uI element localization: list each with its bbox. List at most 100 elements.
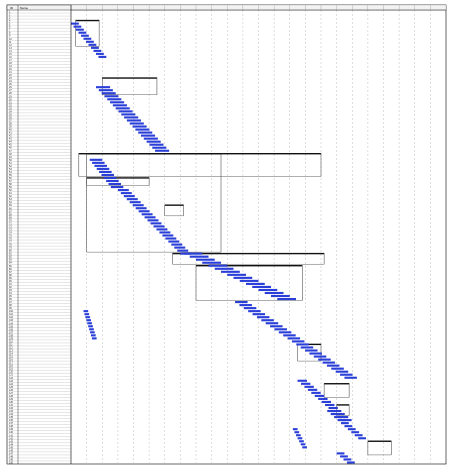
table-row[interactable]: 121 — [7, 374, 71, 377]
task-bar[interactable] — [110, 186, 124, 189]
table-row[interactable]: 16 — [7, 56, 71, 59]
task-bar[interactable] — [107, 98, 122, 101]
table-row[interactable]: 120 — [7, 371, 71, 374]
table-row[interactable]: 49 — [7, 156, 71, 159]
task-bar[interactable] — [292, 428, 298, 431]
task-bar[interactable] — [96, 86, 111, 89]
task-bar[interactable] — [291, 340, 305, 343]
table-row[interactable]: 70 — [7, 219, 71, 222]
task-bar[interactable] — [297, 437, 303, 440]
task-bar[interactable] — [71, 22, 79, 25]
table-row[interactable]: 30 — [7, 98, 71, 101]
task-bar[interactable] — [177, 249, 189, 252]
task-bar[interactable] — [296, 343, 309, 346]
task-bar[interactable] — [305, 349, 318, 352]
task-bar[interactable] — [121, 113, 136, 116]
task-bar[interactable] — [81, 34, 89, 37]
table-row[interactable]: 59 — [7, 186, 71, 189]
table-row[interactable]: 69 — [7, 216, 71, 219]
task-bar[interactable] — [135, 207, 147, 210]
task-bar[interactable] — [135, 128, 150, 131]
task-bar[interactable] — [189, 255, 209, 258]
task-bar[interactable] — [338, 416, 349, 419]
task-bar[interactable] — [277, 297, 296, 301]
table-row[interactable]: 52 — [7, 165, 71, 168]
table-row[interactable]: 100 — [7, 310, 71, 313]
task-bar[interactable] — [347, 428, 356, 431]
task-bar[interactable] — [311, 391, 321, 394]
task-bar[interactable] — [101, 92, 116, 95]
task-bar[interactable] — [202, 261, 221, 264]
task-bar[interactable] — [83, 310, 89, 313]
table-row[interactable]: 139 — [7, 428, 71, 431]
task-bar[interactable] — [89, 158, 103, 161]
table-row[interactable]: 71 — [7, 222, 71, 225]
table-row[interactable]: 140 — [7, 431, 71, 434]
table-row[interactable]: 80 — [7, 250, 71, 253]
table-row[interactable]: 14 — [7, 50, 71, 53]
task-bar[interactable] — [300, 443, 306, 446]
table-row[interactable]: 96 — [7, 298, 71, 301]
table-row[interactable]: 124 — [7, 383, 71, 386]
task-bar[interactable] — [270, 325, 283, 328]
task-bar[interactable] — [132, 125, 147, 128]
table-row[interactable]: 131 — [7, 404, 71, 407]
task-bar[interactable] — [296, 434, 301, 437]
table-row[interactable]: 95 — [7, 295, 71, 298]
task-bar[interactable] — [141, 134, 156, 137]
table-row[interactable]: 77 — [7, 241, 71, 244]
summary-bar[interactable] — [297, 343, 321, 346]
task-bar[interactable] — [328, 406, 338, 410]
task-bar[interactable] — [153, 225, 165, 228]
table-row[interactable]: 144 — [7, 443, 71, 446]
task-bar[interactable] — [86, 319, 91, 322]
task-bar[interactable] — [208, 264, 228, 267]
task-bar[interactable] — [335, 370, 349, 373]
table-row[interactable]: 2 — [7, 14, 71, 17]
table-row[interactable]: 27 — [7, 89, 71, 92]
table-row[interactable]: 73 — [7, 228, 71, 231]
task-bar[interactable] — [248, 310, 261, 313]
task-bar[interactable] — [78, 31, 87, 34]
task-bar[interactable] — [354, 434, 363, 437]
table-row[interactable]: 116 — [7, 359, 71, 362]
task-bar[interactable] — [86, 40, 94, 43]
table-row[interactable]: 35 — [7, 113, 71, 116]
summary-task[interactable] — [102, 77, 158, 95]
task-bar[interactable] — [302, 446, 307, 449]
task-bar[interactable] — [143, 137, 158, 140]
table-row[interactable]: 136 — [7, 419, 71, 422]
summary-task[interactable] — [86, 153, 222, 253]
task-bar[interactable] — [331, 409, 342, 413]
task-bar[interactable] — [340, 455, 348, 458]
table-row[interactable]: 38 — [7, 123, 71, 126]
table-row[interactable]: 1 — [7, 11, 71, 14]
table-row[interactable]: 83 — [7, 259, 71, 262]
task-bar[interactable] — [326, 364, 340, 367]
task-bar[interactable] — [283, 334, 296, 337]
table-row[interactable]: 90 — [7, 280, 71, 283]
table-row[interactable]: 19 — [7, 65, 71, 68]
summary-bar[interactable] — [196, 264, 303, 267]
table-row[interactable]: 135 — [7, 416, 71, 419]
task-bar[interactable] — [258, 288, 278, 292]
task-bar[interactable] — [103, 176, 117, 180]
task-bar[interactable] — [98, 89, 113, 92]
summary-bar[interactable] — [102, 77, 157, 79]
table-row[interactable]: 78 — [7, 244, 71, 247]
task-bar[interactable] — [196, 258, 215, 261]
task-bar[interactable] — [168, 240, 180, 243]
table-row[interactable]: 40 — [7, 129, 71, 132]
table-row[interactable]: 9 — [7, 35, 71, 38]
table-row[interactable]: 102 — [7, 316, 71, 319]
table-row[interactable]: 15 — [7, 53, 71, 56]
task-bar[interactable] — [294, 431, 300, 434]
task-bar[interactable] — [149, 143, 164, 146]
task-bar[interactable] — [256, 316, 270, 319]
table-row[interactable]: 4 — [7, 20, 71, 23]
task-bar[interactable] — [321, 400, 331, 404]
task-bar[interactable] — [96, 167, 110, 170]
task-bar[interactable] — [165, 237, 177, 240]
task-bar[interactable] — [341, 422, 349, 425]
table-row[interactable]: 143 — [7, 440, 71, 443]
